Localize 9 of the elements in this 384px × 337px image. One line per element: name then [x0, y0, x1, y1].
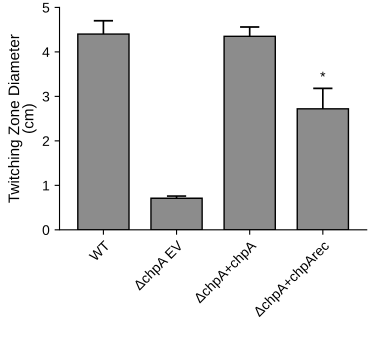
- y-tick-label: 5: [42, 2, 50, 13]
- y-tick-label: 2: [42, 136, 50, 146]
- annotation: *: [320, 72, 326, 77]
- y-tick-label: 4: [42, 47, 50, 57]
- x-tick-label: WT: [88, 240, 110, 262]
- y-tick-label: 1: [43, 180, 50, 190]
- y-axis-title: Twitching Zone Diameter (cm): [8, 34, 37, 203]
- y-tick-label: 3: [42, 92, 50, 102]
- y-tick-label: 0: [42, 225, 50, 236]
